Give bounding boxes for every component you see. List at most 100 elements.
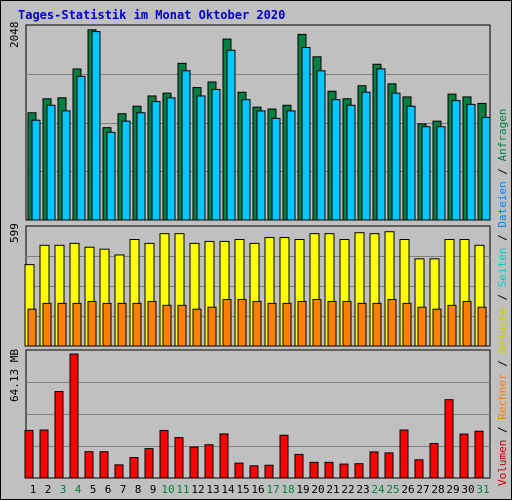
dateien-bar-12 <box>196 95 206 221</box>
dateien-bar-14 <box>226 49 236 221</box>
day-label-17: 17 <box>266 483 279 496</box>
volumen-bar-25 <box>384 452 394 479</box>
day-label-19: 19 <box>296 483 309 496</box>
rechner-bar-25 <box>387 299 397 347</box>
legend-item-10: Anfragen <box>496 108 509 162</box>
day-label-12: 12 <box>191 483 204 496</box>
day-label-27: 27 <box>416 483 429 496</box>
volumen-bar-8 <box>129 457 139 479</box>
volumen-bar-30 <box>459 433 469 479</box>
day-label-26: 26 <box>401 483 414 496</box>
volumen-bar-24 <box>369 451 379 479</box>
volumen-bar-9 <box>144 448 154 479</box>
rechner-bar-2 <box>42 302 52 347</box>
rechner-bar-12 <box>192 308 202 347</box>
dateien-bar-31 <box>481 116 491 221</box>
rechner-bar-22 <box>342 300 352 347</box>
dateien-bar-25 <box>391 92 401 221</box>
dateien-bar-24 <box>376 68 386 221</box>
rechner-bar-9 <box>147 300 157 347</box>
volumen-bar-14 <box>219 433 229 479</box>
volumen-bar-13 <box>204 444 214 479</box>
rechner-bar-6 <box>102 302 112 347</box>
day-label-20: 20 <box>311 483 324 496</box>
volumen-bar-29 <box>444 399 454 479</box>
rechner-bar-4 <box>72 302 82 347</box>
dateien-bar-9 <box>151 101 161 221</box>
day-label-30: 30 <box>461 483 474 496</box>
volumen-bar-23 <box>354 463 364 479</box>
rechner-bar-26 <box>402 302 412 347</box>
day-label-8: 8 <box>135 483 142 496</box>
volumen-bar-11 <box>174 437 184 479</box>
rechner-bar-27 <box>417 306 427 347</box>
volumen-bar-27 <box>414 459 424 479</box>
volumen-bar-3 <box>54 391 64 479</box>
volumen-bar-21 <box>324 461 334 479</box>
dateien-bar-4 <box>76 75 86 221</box>
volumen-bar-4 <box>69 353 79 479</box>
dateien-bar-13 <box>211 88 221 221</box>
rechner-bar-18 <box>282 302 292 347</box>
rechner-bar-5 <box>87 300 97 347</box>
legend-item-2: Rechner <box>496 373 509 420</box>
dateien-bar-26 <box>406 105 416 221</box>
day-label-29: 29 <box>446 483 459 496</box>
legend-item-0: Volumen <box>496 439 509 486</box>
dateien-bar-8 <box>136 112 146 221</box>
volumen-bar-10 <box>159 429 169 479</box>
rechner-bar-29 <box>447 304 457 347</box>
rechner-bar-20 <box>312 299 322 347</box>
rechner-bar-16 <box>252 300 262 347</box>
day-label-6: 6 <box>105 483 112 496</box>
day-label-18: 18 <box>281 483 294 496</box>
rechner-bar-21 <box>327 300 337 347</box>
volumen-bar-5 <box>84 451 94 479</box>
chart-legend: Volumen / Rechner / Besuche / Seiten / D… <box>496 108 509 486</box>
day-label-2: 2 <box>45 483 52 496</box>
legend-item-4: Besuche <box>496 307 509 354</box>
legend-item-9: / <box>496 161 509 182</box>
dateien-bar-27 <box>421 126 431 221</box>
day-label-15: 15 <box>236 483 249 496</box>
rechner-bar-30 <box>462 300 472 347</box>
volume-ymax-label: 64.13 MB <box>8 349 21 402</box>
day-label-1: 1 <box>30 483 37 496</box>
day-label-24: 24 <box>371 483 385 496</box>
dateien-bar-21 <box>331 99 341 221</box>
legend-item-8: Dateien <box>496 181 509 228</box>
rechner-bar-10 <box>162 304 172 347</box>
volumen-bar-22 <box>339 463 349 479</box>
volumen-bar-18 <box>279 434 289 479</box>
dateien-bar-7 <box>121 120 131 221</box>
dateien-bar-3 <box>61 110 71 221</box>
legend-item-6: Seiten <box>496 247 509 288</box>
day-label-23: 23 <box>356 483 369 496</box>
dateien-bar-30 <box>466 103 476 221</box>
day-label-14: 14 <box>221 483 235 496</box>
visits-ymax-label: 599 <box>8 223 21 243</box>
day-label-25: 25 <box>386 483 399 496</box>
legend-item-1: / <box>496 419 509 440</box>
legend-item-7: / <box>496 227 509 248</box>
dateien-bar-15 <box>241 99 251 221</box>
rechner-bar-8 <box>132 302 142 347</box>
day-label-11: 11 <box>176 483 189 496</box>
dateien-bar-10 <box>166 97 176 221</box>
rechner-bar-28 <box>432 308 442 347</box>
volumen-bar-20 <box>309 461 319 479</box>
rechner-bar-3 <box>57 302 67 347</box>
day-label-13: 13 <box>206 483 219 496</box>
dateien-bar-23 <box>361 91 371 221</box>
day-label-10: 10 <box>161 483 174 496</box>
rechner-bar-14 <box>222 299 232 347</box>
day-label-28: 28 <box>431 483 444 496</box>
dateien-bar-5 <box>91 31 101 221</box>
dateien-bar-18 <box>286 110 296 221</box>
volumen-bar-16 <box>249 465 259 479</box>
rechner-bar-13 <box>207 306 217 347</box>
rechner-bar-31 <box>477 306 487 347</box>
dateien-bar-28 <box>436 126 446 221</box>
volumen-bar-17 <box>264 464 274 479</box>
legend-item-5: / <box>496 287 509 308</box>
